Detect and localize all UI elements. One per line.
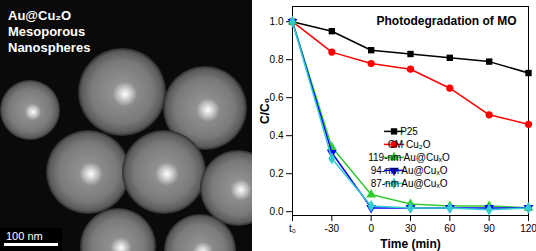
svg-text:t₀: t₀ — [289, 223, 296, 234]
svg-text:CM Cu₂O: CM Cu₂O — [388, 139, 431, 150]
svg-text:Photodegradation of MO: Photodegradation of MO — [377, 14, 517, 28]
svg-text:0: 0 — [368, 223, 374, 234]
svg-text:90: 90 — [484, 223, 496, 234]
svg-text:-30: -30 — [325, 223, 340, 234]
svg-text:0.0: 0.0 — [270, 206, 284, 217]
svg-text:120: 120 — [520, 223, 536, 234]
svg-text:0.6: 0.6 — [269, 91, 284, 103]
svg-text:0.2: 0.2 — [270, 168, 284, 179]
svg-text:0.4: 0.4 — [270, 130, 284, 141]
svg-text:94-nm Au@CuₓO: 94-nm Au@CuₓO — [371, 165, 448, 176]
svg-text:30: 30 — [405, 223, 417, 234]
svg-text:C/C₀: C/C₀ — [258, 98, 272, 124]
svg-text:100 nm: 100 nm — [6, 230, 43, 242]
svg-text:119-nm Au@CuₓO: 119-nm Au@CuₓO — [368, 152, 450, 163]
svg-text:60: 60 — [444, 223, 456, 234]
svg-text:1.0: 1.0 — [270, 16, 284, 27]
svg-text:Time (min): Time (min) — [380, 237, 440, 251]
svg-text:P25: P25 — [400, 126, 418, 137]
svg-text:87-nm Au@CuₓO: 87-nm Au@CuₓO — [371, 178, 448, 189]
svg-text:0.8: 0.8 — [270, 54, 284, 65]
svg-text:Au@Cu₂OMesoporousNanospheres: Au@Cu₂OMesoporousNanospheres — [8, 8, 90, 55]
